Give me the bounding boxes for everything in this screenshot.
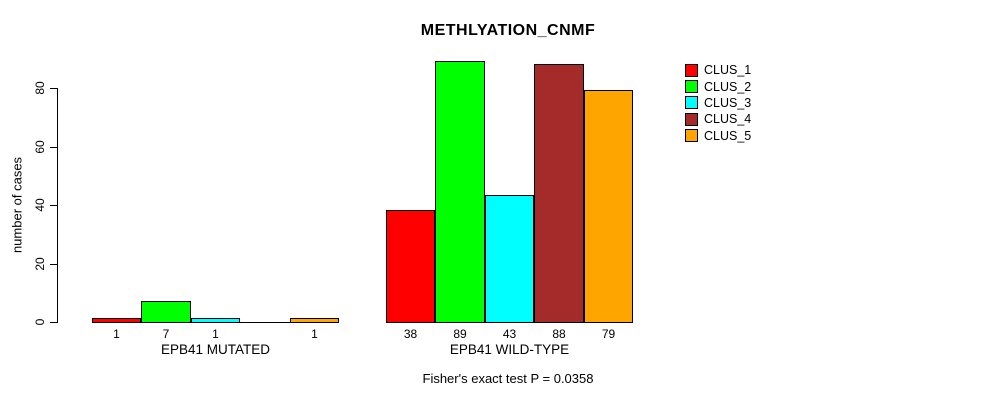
bar-CLUS_4-zero — [240, 322, 290, 323]
bar-CLUS_3 — [191, 318, 240, 323]
y-tick-label: 20 — [33, 257, 47, 271]
legend-label: CLUS_4 — [704, 112, 752, 127]
y-tick-label: 80 — [33, 81, 47, 95]
bar-value-label: 89 — [453, 327, 467, 341]
legend-swatch-icon — [685, 112, 698, 126]
y-tick-mark — [50, 147, 57, 148]
legend-label: CLUS_5 — [704, 128, 752, 143]
y-tick-label: 0 — [33, 318, 47, 326]
legend-label: CLUS_3 — [704, 95, 752, 110]
legend-label: CLUS_1 — [704, 63, 752, 78]
bar-CLUS_3 — [485, 195, 534, 323]
y-tick-mark — [50, 205, 57, 206]
bar-CLUS_1 — [386, 210, 435, 323]
bar-value-label: 88 — [552, 327, 566, 341]
x-category-label: EPB41 WILD-TYPE — [449, 342, 570, 357]
legend-label: CLUS_2 — [704, 79, 752, 94]
legend-item-CLUS_3: CLUS_3 — [685, 95, 751, 111]
bar-value-label: 79 — [601, 327, 616, 341]
bar-CLUS_4 — [534, 64, 584, 323]
y-tick-label: 40 — [33, 198, 47, 212]
y-tick-mark — [50, 322, 57, 323]
legend-item-CLUS_1: CLUS_1 — [685, 62, 751, 78]
legend-item-CLUS_5: CLUS_5 — [685, 128, 751, 144]
y-tick-label: 60 — [33, 140, 47, 154]
y-axis-title: number of cases — [9, 156, 25, 254]
chart-title: METHLYATION_CNMF — [420, 22, 596, 39]
bar-CLUS_2 — [435, 61, 485, 323]
bar-value-label: 1 — [113, 327, 120, 341]
legend: CLUS_1 CLUS_2 CLUS_3 CLUS_4 CLUS_5 — [685, 62, 751, 144]
bar-CLUS_1 — [92, 318, 141, 323]
legend-swatch-icon — [685, 96, 698, 110]
fisher-test-annotation: Fisher's exact test P = 0.0358 — [422, 371, 594, 386]
legend-item-CLUS_2: CLUS_2 — [685, 78, 751, 94]
legend-item-CLUS_4: CLUS_4 — [685, 111, 751, 127]
y-axis-line — [57, 88, 58, 323]
y-tick-mark — [50, 264, 57, 265]
bar-CLUS_5 — [584, 90, 633, 323]
legend-swatch-icon — [685, 80, 698, 94]
bar-value-label: 1 — [311, 327, 318, 341]
x-category-label: EPB41 MUTATED — [160, 342, 271, 357]
y-tick-mark — [50, 88, 57, 89]
bar-CLUS_5 — [290, 318, 339, 323]
bar-value-label: 43 — [502, 327, 517, 341]
legend-swatch-icon — [685, 129, 698, 143]
bar-value-label: 38 — [403, 327, 418, 341]
bar-value-label: 7 — [162, 327, 170, 341]
legend-swatch-icon — [685, 63, 698, 77]
bar-value-label: 1 — [212, 327, 219, 341]
bar-CLUS_2 — [141, 301, 191, 323]
